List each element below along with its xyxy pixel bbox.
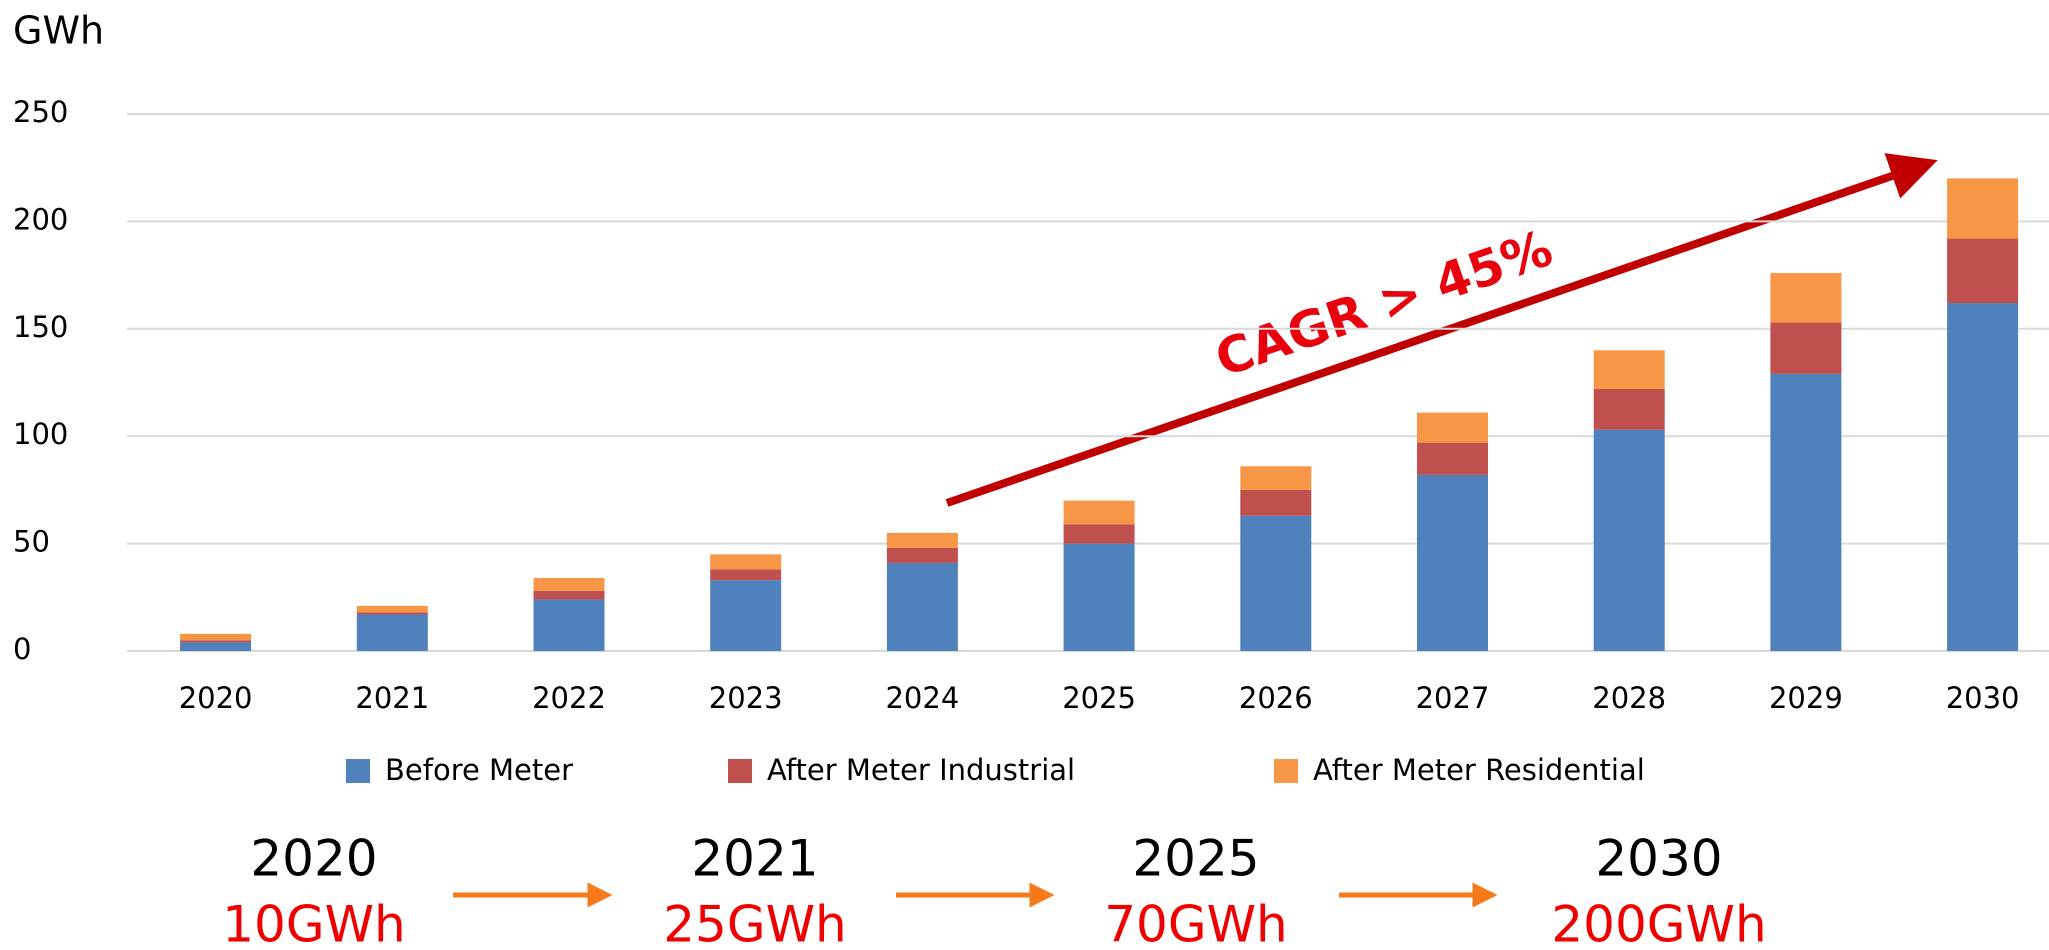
legend-label: After Meter Residential xyxy=(1313,753,1645,787)
bar-segment xyxy=(1240,489,1312,516)
bar-segment xyxy=(1063,500,1135,525)
bar-segment xyxy=(1770,322,1842,374)
bar-segment xyxy=(886,562,958,651)
x-tick-label: 2028 xyxy=(1592,681,1666,715)
bar-segment xyxy=(1240,466,1312,490)
y-tick-label: 100 xyxy=(13,417,68,451)
trend-arrow xyxy=(945,153,1938,507)
legend-label: Before Meter xyxy=(385,753,573,787)
x-tick-label: 2029 xyxy=(1769,681,1843,715)
bar-segment xyxy=(1593,429,1665,651)
bar-segment xyxy=(1063,524,1135,544)
bar-segment xyxy=(356,612,428,615)
y-tick-label: 250 xyxy=(13,95,68,129)
x-tick-label: 2024 xyxy=(885,681,959,715)
bar-segment xyxy=(1063,543,1135,651)
x-tick-label: 2027 xyxy=(1416,681,1490,715)
legend-swatch xyxy=(728,759,752,783)
legend-label: After Meter Industrial xyxy=(767,753,1075,787)
bar-segment xyxy=(180,640,252,643)
bar-segment xyxy=(710,569,782,581)
bar-segment xyxy=(1947,303,2019,651)
bar-segment xyxy=(886,547,958,563)
milestone-value: 200GWh xyxy=(1551,896,1766,950)
y-tick-label: 0 xyxy=(13,632,31,666)
bar-segment xyxy=(710,554,782,570)
bar-segment xyxy=(180,633,252,641)
bar-segment xyxy=(1947,238,2019,304)
y-tick-label: 150 xyxy=(13,310,68,344)
bar-segment xyxy=(1417,442,1488,475)
x-tick-label: 2022 xyxy=(532,681,606,715)
x-tick-label: 2021 xyxy=(355,681,429,715)
bar-segment xyxy=(710,580,782,651)
bar-segment xyxy=(533,577,605,591)
milestone-value: 70GWh xyxy=(1104,896,1288,950)
bar-segment xyxy=(1947,178,2019,239)
y-axis-label: GWh xyxy=(13,9,104,53)
y-tick-label: 50 xyxy=(13,525,50,559)
legend-swatch xyxy=(346,759,370,783)
milestone-year: 2030 xyxy=(1595,830,1722,888)
bar-segment xyxy=(1593,388,1665,430)
x-tick-label: 2030 xyxy=(1946,681,2020,715)
legend-swatch xyxy=(1274,759,1298,783)
bar-segment xyxy=(886,532,958,548)
milestone-year: 2025 xyxy=(1132,830,1259,888)
milestone-value: 10GWh xyxy=(222,896,406,950)
bar-segment xyxy=(533,599,605,651)
bar-segment xyxy=(1240,515,1312,651)
x-tick-label: 2026 xyxy=(1239,681,1313,715)
milestone-value: 25GWh xyxy=(663,896,847,950)
bar-segment xyxy=(1417,412,1488,443)
bar-segment xyxy=(1770,272,1842,323)
bar-segment xyxy=(356,605,428,613)
bar-segment xyxy=(533,590,605,600)
bar-segment xyxy=(356,614,428,651)
bar-segment xyxy=(1593,350,1665,389)
x-tick-label: 2023 xyxy=(709,681,783,715)
cagr-annotation: CAGR > 45% xyxy=(1208,219,1559,388)
y-tick-label: 200 xyxy=(13,202,68,236)
milestone-year: 2020 xyxy=(250,830,377,888)
bar-segment xyxy=(1417,474,1488,651)
x-tick-label: 2020 xyxy=(179,681,253,715)
bar-segment xyxy=(180,642,252,651)
x-tick-label: 2025 xyxy=(1062,681,1136,715)
bar-segment xyxy=(1770,373,1842,651)
milestone-year: 2021 xyxy=(691,830,818,888)
